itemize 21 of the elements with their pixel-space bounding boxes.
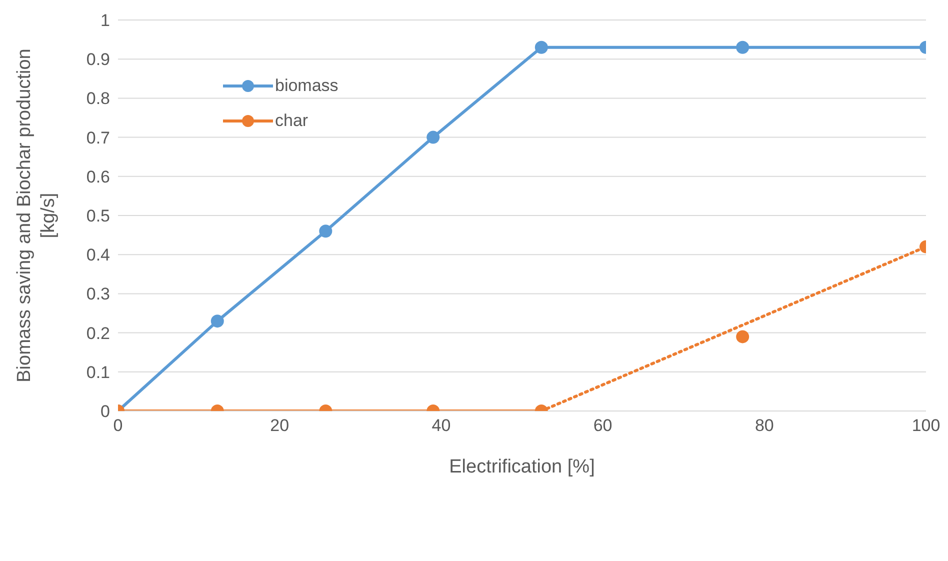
x-tick-label: 100 xyxy=(912,416,940,436)
y-tick-label: 0.7 xyxy=(86,128,110,148)
y-tick-label: 0.6 xyxy=(86,167,110,186)
x-tick-label: 0 xyxy=(113,416,123,436)
y-tick-label: 0.8 xyxy=(86,89,110,108)
y-tick-label: 1 xyxy=(100,11,110,30)
y-tick-label: 0.4 xyxy=(86,246,110,265)
y-axis-title: Biomass saving and Biochar production [kg/s] xyxy=(14,48,59,382)
y-tick-label: 0.3 xyxy=(86,284,110,304)
legend-label: char xyxy=(275,110,308,130)
x-tick-label: 20 xyxy=(270,416,290,436)
y-tick-label: 0.1 xyxy=(86,362,110,382)
y-tick-label: 0.9 xyxy=(86,50,110,70)
y-tick-label: 0.2 xyxy=(86,324,110,343)
x-axis-title: Electrification [%] xyxy=(449,456,595,478)
x-tick-label: 40 xyxy=(432,416,451,436)
y-tick-label: 0.5 xyxy=(86,206,110,226)
legend-label: biomass xyxy=(275,76,338,96)
x-tick-label: 80 xyxy=(754,416,774,436)
x-tick-label: 60 xyxy=(593,416,612,436)
y-tick-label: 0 xyxy=(100,402,110,422)
